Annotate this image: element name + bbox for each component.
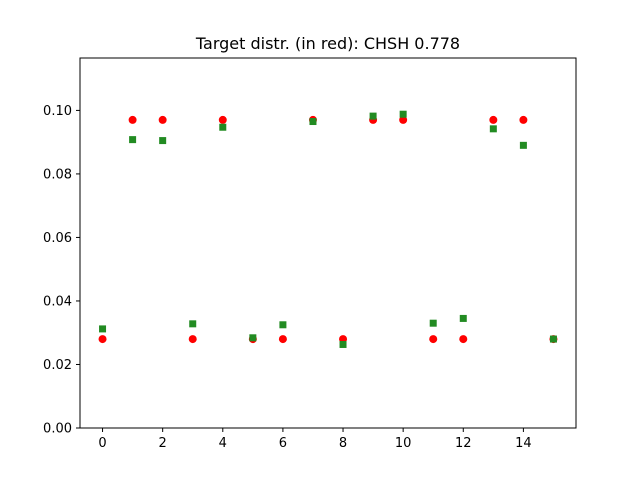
data-point-square (339, 340, 347, 348)
data-point-circle (489, 115, 498, 124)
data-point-square (219, 123, 227, 131)
data-point-circle (158, 115, 167, 124)
y-tick-label: 0.04 (43, 294, 72, 309)
y-tick-label: 0.08 (43, 167, 72, 182)
data-point-circle (218, 115, 227, 124)
data-point-square (249, 334, 257, 342)
x-tick-label: 2 (159, 436, 167, 451)
plot-marks (98, 110, 558, 348)
data-point-square (549, 335, 557, 343)
data-point-circle (429, 335, 438, 344)
x-tick-label: 12 (455, 436, 472, 451)
data-point-square (129, 136, 137, 144)
axis-ticks: 0 2 4 6 8 10 12 14 0.00 0.02 0.04 0.06 0.08 0.10 (43, 104, 532, 451)
y-tick-label: 0.06 (43, 231, 72, 246)
data-point-circle (98, 335, 107, 344)
data-point-square (489, 125, 497, 133)
chart-title: Target distr. (in red): CHSH 0.778 (195, 34, 460, 53)
x-tick-label: 14 (515, 436, 532, 451)
data-point-square (309, 118, 317, 126)
data-point-square (99, 325, 107, 333)
data-point-square (189, 320, 197, 328)
data-point-square (459, 314, 467, 322)
y-tick-label: 0.02 (43, 358, 72, 373)
x-tick-label: 8 (339, 436, 347, 451)
data-point-square (369, 112, 377, 120)
data-point-square (279, 321, 287, 329)
data-point-circle (128, 115, 137, 124)
y-tick-label: 0.10 (43, 104, 72, 119)
data-point-circle (188, 335, 197, 344)
data-point-square (429, 319, 437, 327)
data-point-circle (399, 115, 408, 124)
y-tick-label: 0.00 (43, 422, 72, 437)
data-point-circle (519, 115, 528, 124)
x-tick-label: 6 (279, 436, 287, 451)
data-point-square (519, 141, 527, 149)
x-tick-label: 4 (219, 436, 227, 451)
x-tick-label: 10 (395, 436, 412, 451)
x-tick-label: 0 (98, 436, 106, 451)
data-point-circle (278, 335, 287, 344)
data-point-square (399, 110, 407, 118)
plot-frame (79, 57, 577, 429)
data-point-circle (459, 335, 468, 344)
data-point-square (159, 137, 167, 145)
